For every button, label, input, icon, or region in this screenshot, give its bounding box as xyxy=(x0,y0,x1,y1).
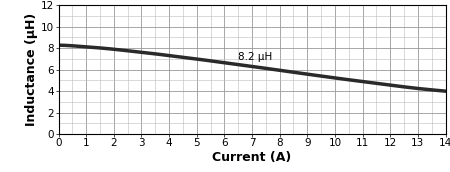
Y-axis label: Inductance (μH): Inductance (μH) xyxy=(25,13,38,126)
X-axis label: Current (A): Current (A) xyxy=(212,151,292,164)
Text: 8.2 μH: 8.2 μH xyxy=(238,52,272,62)
